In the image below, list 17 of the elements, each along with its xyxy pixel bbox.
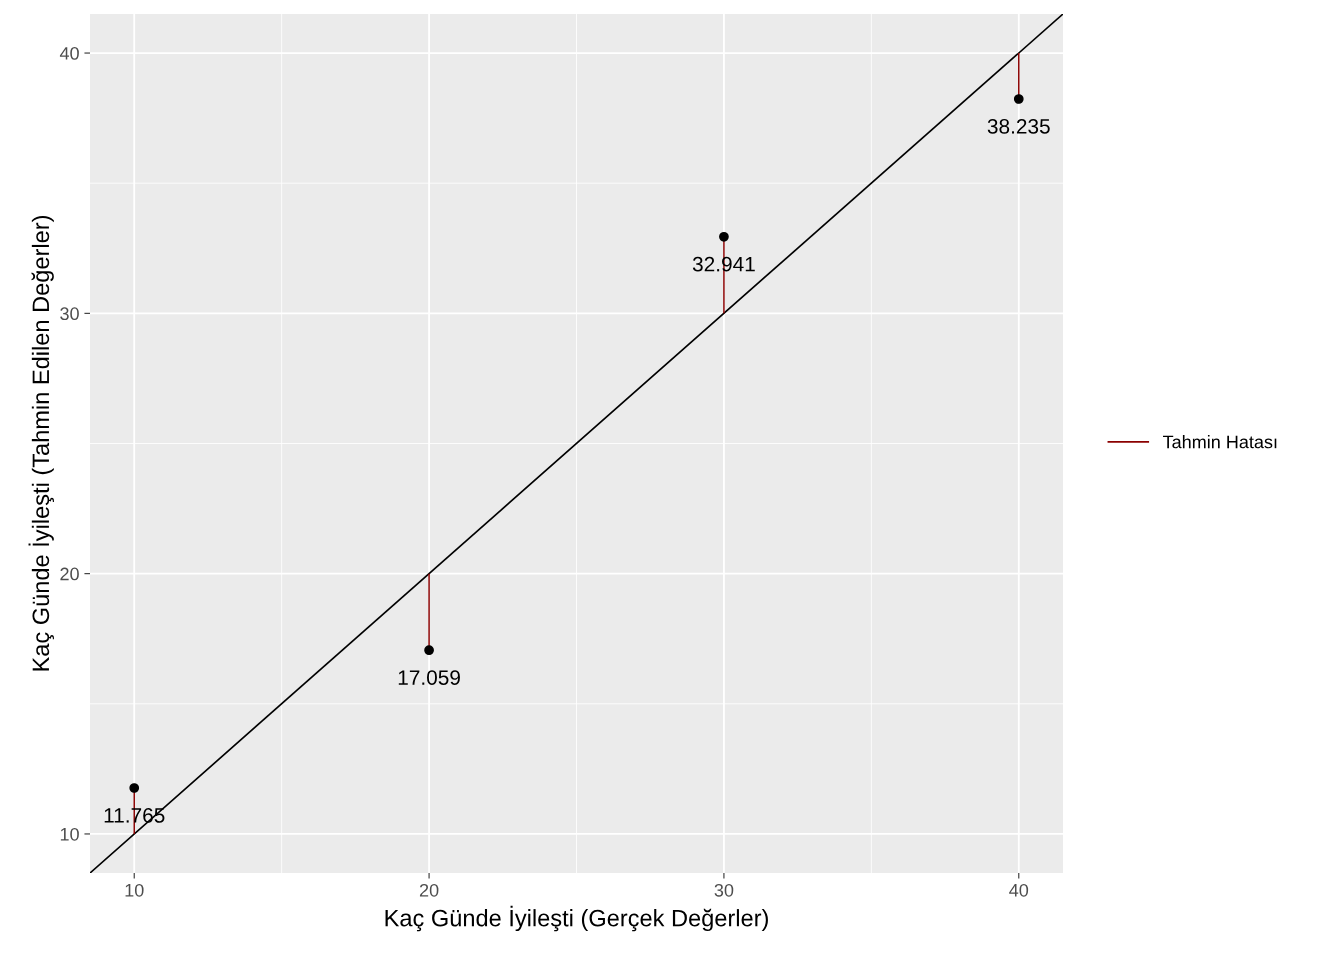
data-label: 17.059 <box>398 670 460 685</box>
data-label: 38.235 <box>987 118 1050 134</box>
y-tick-label: 10 <box>60 827 79 841</box>
y-axis-title: Kaç Günde İyileşti (Tahmin Edilen Değerler) <box>28 215 54 671</box>
x-tick-label: 10 <box>125 883 144 897</box>
point <box>1013 94 1024 104</box>
point <box>719 231 729 242</box>
point <box>129 783 140 793</box>
x-tick-label: 40 <box>1009 883 1029 897</box>
x-tick-label: 20 <box>419 883 439 897</box>
y-tick-label: 40 <box>59 46 79 60</box>
point <box>424 645 434 656</box>
x-axis-title: Kaç Günde İyileşti (Gerçek Değerler) <box>385 905 768 932</box>
legend-label: Tahmin Hatası <box>1163 435 1277 449</box>
y-tick-label: 20 <box>60 567 79 581</box>
y-tick-label: 30 <box>60 307 79 321</box>
x-tick-label: 30 <box>714 883 734 897</box>
